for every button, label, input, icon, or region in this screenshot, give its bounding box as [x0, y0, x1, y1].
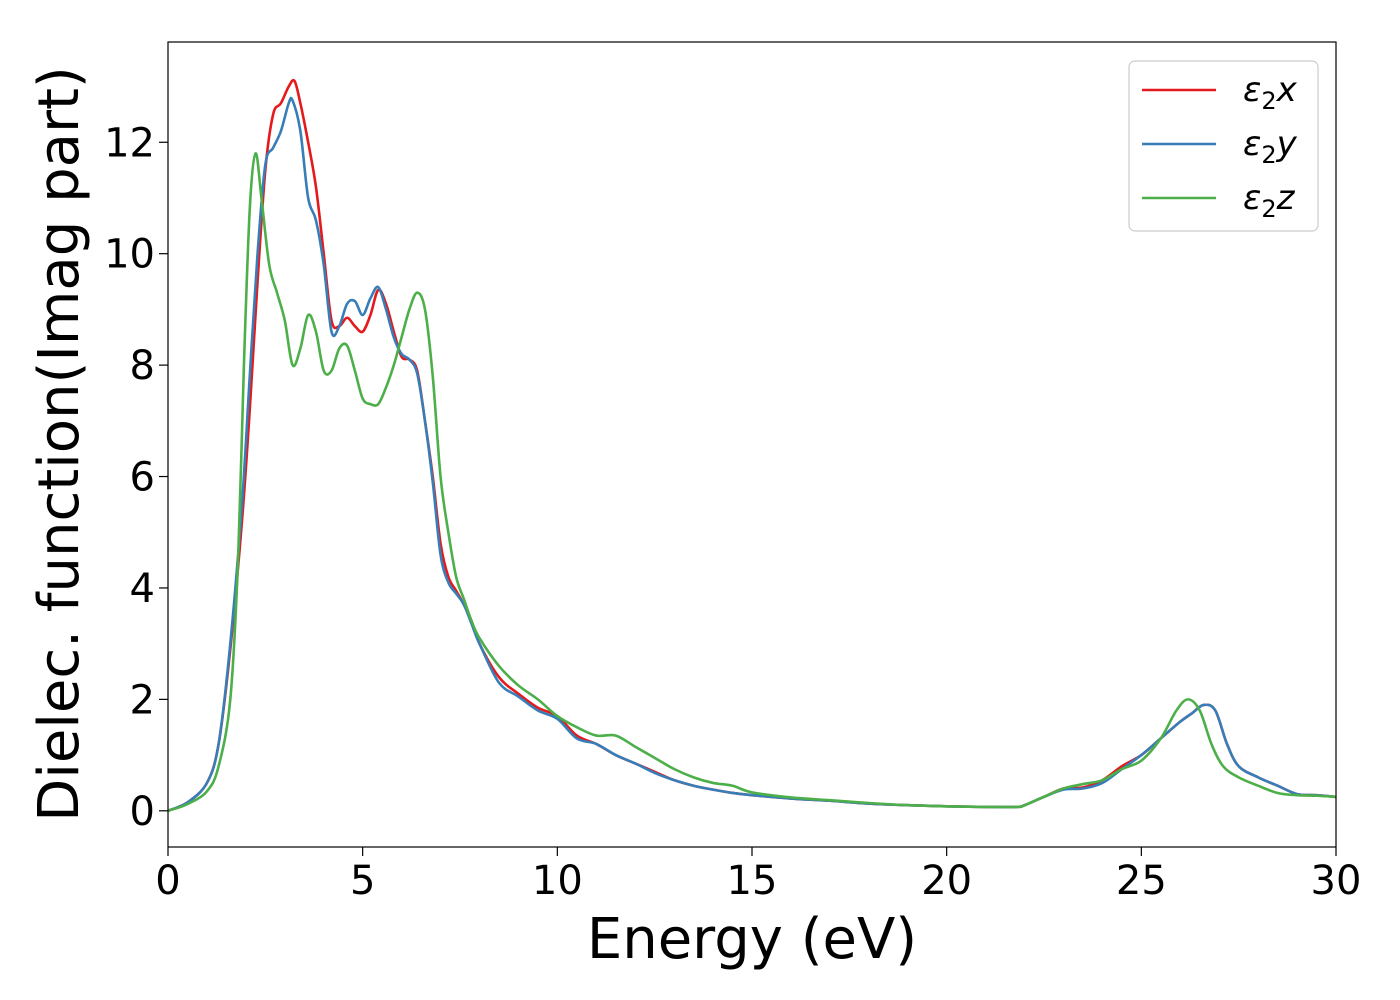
x-tick-label: 15	[727, 858, 778, 904]
legend-label-x: ε2x	[1243, 70, 1298, 115]
x-axis-title: Energy (eV)	[587, 907, 917, 972]
series-line-x	[168, 78, 1336, 813]
y-tick-label: 8	[130, 343, 155, 389]
series-line-z	[168, 152, 1336, 813]
y-axis-title: Dielec. function(Imag part)	[27, 66, 92, 822]
y-tick-label: 4	[130, 566, 155, 612]
x-tick-label: 10	[532, 858, 583, 904]
x-tick-label: 30	[1311, 858, 1362, 904]
legend: ε2x ε2y ε2z	[1128, 60, 1319, 232]
x-axis: 0 5 10 15 20 25 30	[155, 847, 1361, 904]
y-tick-label: 10	[104, 232, 155, 278]
legend-label-y: ε2y	[1243, 124, 1298, 169]
series-layer	[168, 78, 1336, 813]
y-tick-label: 2	[130, 677, 155, 723]
legend-label-z: ε2z	[1243, 178, 1296, 223]
y-tick-label: 6	[130, 455, 155, 501]
y-axis: 0 2 4 6 8 10 12	[104, 120, 168, 835]
legend-box	[1128, 60, 1319, 232]
x-tick-label: 20	[921, 858, 972, 904]
x-tick-label: 0	[155, 858, 180, 904]
x-tick-label: 25	[1116, 858, 1167, 904]
y-tick-label: 12	[104, 120, 155, 166]
y-tick-label: 0	[130, 789, 155, 835]
x-tick-label: 5	[350, 858, 375, 904]
